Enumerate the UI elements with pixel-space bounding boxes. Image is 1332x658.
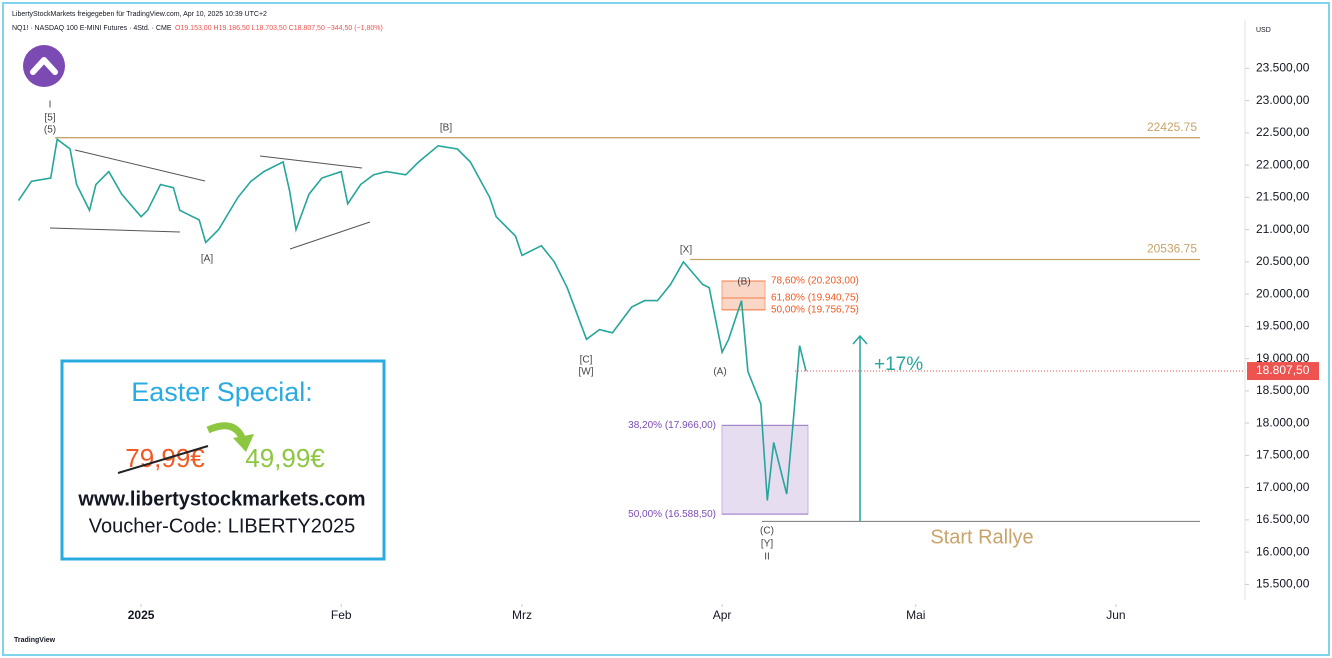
fib-label: 50,00% (19.756,75): [771, 304, 859, 315]
wave-label: (C): [760, 526, 774, 537]
y-tick-label: 18.000,00: [1256, 415, 1310, 429]
last-price-label: 18.807,50: [1256, 363, 1310, 377]
x-tick-label: Jun: [1106, 608, 1125, 622]
y-tick-label: 22.500,00: [1256, 125, 1310, 139]
wave-label: [B]: [440, 123, 452, 134]
header: LibertyStockMarkets freigegeben für Trad…: [12, 11, 267, 18]
symbol: NQ1! · NASDAQ 100 E-MINI Futures · 4Std.…: [12, 25, 172, 32]
logo: [23, 45, 65, 87]
wave-label: (5): [44, 125, 56, 136]
fib-label: 38,20% (17.966,00): [628, 420, 716, 431]
y-tick-label: 16.000,00: [1256, 544, 1310, 558]
fib-label: 61,80% (19.940,75): [771, 293, 859, 304]
wave-label: (A): [713, 367, 726, 378]
promo-url: www.libertystockmarkets.com: [77, 488, 365, 510]
x-tick-label: Mai: [906, 608, 925, 622]
wave-label: [W]: [579, 367, 594, 378]
brand: TradingView: [14, 637, 56, 644]
y-tick-label: 18.500,00: [1256, 383, 1310, 397]
price-line: [17, 137, 807, 501]
x-tick-label: Feb: [331, 608, 352, 622]
fib-label: 78,60% (20.203,00): [771, 276, 859, 287]
level-label: 20536.75: [1147, 242, 1197, 256]
ohlc: O19.153,00 H19.186,50 L18.703,50 C18.807…: [175, 25, 383, 32]
promo-box: Easter Special: 79,99€ 49,99€ www.libert…: [60, 359, 386, 561]
y-tick-label: 17.000,00: [1256, 480, 1310, 494]
logo-icon: [30, 57, 58, 75]
y-tick-label: 20.000,00: [1256, 286, 1310, 300]
promo-frame: [60, 359, 386, 561]
wave-label: [X]: [680, 245, 692, 256]
new-price: 49,99€: [245, 443, 325, 473]
trendline: [259, 155, 363, 169]
y-tick-label: 21.500,00: [1256, 190, 1310, 204]
y-tick-label: 15.500,00: [1256, 577, 1310, 591]
wave-label: [5]: [44, 113, 55, 124]
y-tick-label: 19.500,00: [1256, 319, 1310, 333]
voucher: Voucher-Code: LIBERTY2025: [89, 515, 355, 537]
x-tick-label: 2025: [128, 608, 155, 622]
promo-arrow-head: [233, 434, 254, 452]
y-tick-label: 17.500,00: [1256, 448, 1310, 462]
wave-label: [A]: [201, 254, 213, 265]
y-tick-label: 16.500,00: [1256, 512, 1310, 526]
wave-label: [Y]: [761, 539, 773, 550]
y-tick-label: 20.500,00: [1256, 254, 1310, 268]
wave-label: (B): [737, 277, 750, 288]
y-tick-label: 23.500,00: [1256, 61, 1310, 75]
trendline: [74, 149, 206, 182]
wave-label: [C]: [580, 355, 593, 366]
y-tick-label: 21.000,00: [1256, 222, 1310, 236]
fib-label: 50,00% (16.588,50): [628, 509, 716, 520]
last-price-tag: [1247, 362, 1319, 381]
y-tick-label: 19.000,00: [1256, 351, 1310, 365]
wave-label: II: [764, 552, 770, 563]
currency: USD: [1256, 27, 1271, 34]
y-tick-label: 22.000,00: [1256, 157, 1310, 171]
rally-arrow-head: [852, 334, 868, 345]
promo-title: Easter Special:: [131, 377, 313, 407]
trendline: [49, 227, 181, 233]
trendline: [289, 221, 371, 250]
rally-label: +17%: [874, 354, 923, 375]
y-tick-label: 23.000,00: [1256, 93, 1310, 107]
wave-label: I: [49, 100, 52, 111]
x-tick-label: Apr: [713, 608, 732, 622]
strike: [117, 445, 209, 474]
x-tick-label: Mrz: [512, 608, 532, 622]
start-label: Start Rallye: [930, 527, 1033, 549]
level-label: 22425.75: [1147, 120, 1197, 134]
